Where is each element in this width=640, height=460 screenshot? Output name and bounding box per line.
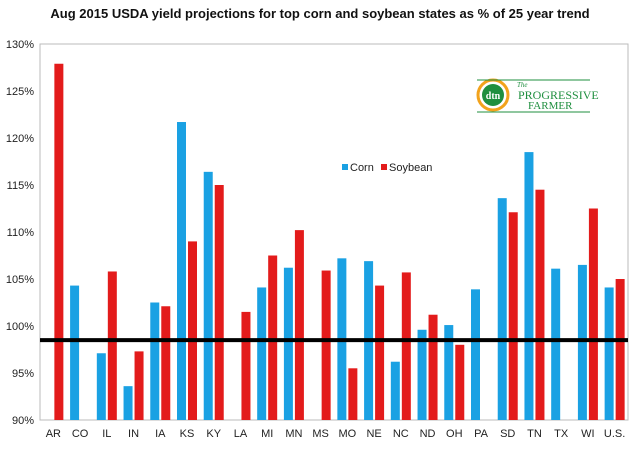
bar-soybean-nc [401,272,411,420]
x-tick-label: WI [581,428,594,440]
bar-soybean-mi [268,255,278,420]
x-tick-label: MS [312,428,329,440]
legend: Corn Soybean [342,162,432,174]
bar-soybean-tn [535,189,545,420]
logo-the-text: The [517,81,528,89]
x-tick-label: IA [155,428,166,440]
bar-soybean-wi [588,208,598,420]
bar-corn-nc [390,361,400,420]
y-tick-label: 125% [6,86,34,98]
logo-circle-icon [482,84,504,106]
bar-soybean-oh [455,344,465,420]
bar-corn-tn [524,152,534,420]
y-tick-label: 130% [6,39,34,51]
x-tick-label: PA [474,428,489,440]
legend-swatch-soybean [381,164,387,170]
bar-corn-in [123,386,133,420]
x-tick-label: MN [285,428,302,440]
bar-soybean-us [615,279,625,420]
bar-corn-ks [177,122,186,421]
bar-corn-mn [283,267,293,420]
logo-progressive-text: PROGRESSIVE [518,88,599,102]
x-tick-label: MO [338,428,356,440]
x-tick-label: CO [72,428,89,440]
bar-soybean-la [241,311,251,420]
bar-soybean-ky [214,185,224,420]
x-tick-label: KY [206,428,221,440]
logo-farmer-text: FARMER [528,100,573,112]
bar-soybean-ar [54,63,64,421]
x-tick-label: NE [366,428,381,440]
bar-soybean-mo [348,368,358,420]
x-tick-label: SD [500,428,515,440]
y-tick-label: 115% [7,180,35,192]
bar-corn-nd [417,329,427,420]
y-tick-label: 95% [12,368,34,380]
x-tick-label: TX [554,428,569,440]
bar-soybean-sd [508,212,518,420]
bar-corn-sd [497,198,507,420]
dtn-progressive-farmer-logo: dtn The PROGRESSIVE FARMER [476,78,599,113]
y-tick-label: 110% [7,227,35,239]
y-tick-label: 90% [12,415,34,427]
bar-corn-us [604,287,614,420]
x-tick-label: ND [420,428,436,440]
legend-swatch-corn [342,164,348,170]
bar-soybean-ia [161,306,171,420]
x-tick-label: TN [527,428,542,440]
x-tick-label: U.S. [604,428,625,440]
x-tick-label: IN [128,428,139,440]
y-axis: 90% 95% 100% 105% 110% 115% 120% 125% 130% [6,39,34,427]
bar-soybean-ne [375,285,385,420]
bar-corn-tx [551,268,561,420]
bar-corn-ky [203,171,213,420]
x-tick-label: AR [46,428,61,440]
legend-label-corn: Corn [350,162,374,174]
bar-soybean-ms [321,270,331,420]
y-tick-label: 100% [6,321,34,333]
y-tick-label: 120% [6,133,34,145]
x-tick-label: OH [446,428,463,440]
bar-corn-il [96,353,106,420]
bars [54,63,625,421]
plot-area [39,43,629,421]
logo-dtn-text: dtn [486,91,501,102]
x-tick-label: KS [180,428,195,440]
y-tick-label: 105% [6,274,34,286]
bar-corn-pa [471,289,480,420]
bar-corn-co [70,285,80,420]
bar-corn-mi [257,287,267,420]
x-tick-label: NC [393,428,409,440]
bar-corn-ia [150,302,160,420]
bar-corn-oh [444,325,454,420]
bar-soybean-ks [188,241,197,420]
bar-soybean-in [134,351,144,420]
bar-soybean-mn [294,230,304,420]
x-tick-label: LA [234,428,248,440]
bar-corn-wi [577,264,587,420]
x-axis: AR CO IL IN IA KS KY LA MI MN MS MO NE NC ND OH PA SD TN TX… [46,428,626,440]
bar-soybean-il [107,271,117,420]
legend-label-soybean: Soybean [389,162,432,174]
bar-soybean-nd [428,314,438,420]
x-tick-label: MI [261,428,273,440]
chart-title: Aug 2015 USDA yield projections for top … [50,6,590,21]
x-tick-label: IL [102,428,111,440]
